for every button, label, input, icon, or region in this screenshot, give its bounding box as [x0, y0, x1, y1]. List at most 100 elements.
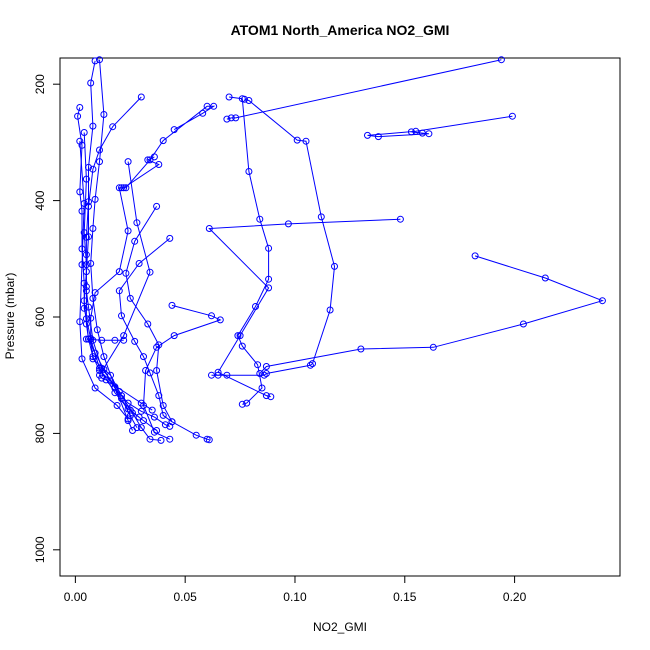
data-point: [159, 137, 167, 145]
x-axis-label: NO2_GMI: [313, 620, 367, 634]
data-point: [262, 363, 270, 370]
data-point: [82, 261, 90, 269]
data-point: [326, 306, 334, 314]
series-layer: [74, 56, 606, 444]
data-point: [284, 220, 292, 228]
data-point: [150, 428, 158, 436]
data-point: [309, 360, 316, 368]
data-point: [166, 435, 174, 443]
x-tick-label: 0.15: [393, 590, 417, 604]
data-point: [396, 215, 404, 223]
data-point: [144, 320, 152, 328]
data-point: [140, 417, 147, 425]
series-line: [77, 107, 162, 441]
data-point: [150, 153, 158, 161]
x-tick-label: 0.05: [173, 590, 197, 604]
data-point: [331, 262, 338, 270]
x-tick-label: 0.20: [503, 590, 527, 604]
data-point: [91, 384, 99, 392]
data-point: [238, 400, 246, 408]
data-point: [89, 353, 97, 361]
data-point: [265, 275, 273, 283]
data-point: [82, 315, 90, 323]
data-point: [98, 364, 106, 372]
data-point: [93, 326, 101, 334]
series-line: [98, 161, 153, 411]
data-point: [133, 219, 141, 227]
series-line: [367, 115, 513, 138]
data-point: [131, 337, 139, 345]
data-point: [357, 345, 365, 353]
series-line: [83, 132, 140, 418]
series-line: [125, 206, 210, 441]
data-point: [364, 131, 371, 139]
plot-frame: [59, 57, 621, 577]
data-point: [82, 335, 90, 343]
data-point: [168, 418, 176, 426]
data-point: [317, 213, 325, 221]
data-point: [146, 268, 154, 276]
x-axis: 0.00 0.05 0.10 0.15 0.20: [64, 575, 527, 604]
series-line: [211, 98, 336, 376]
data-point: [76, 318, 84, 326]
data-point: [260, 371, 268, 379]
profile-series: [364, 112, 516, 141]
data-point: [76, 137, 84, 145]
data-point: [258, 384, 266, 392]
data-point: [89, 294, 97, 302]
data-point: [89, 165, 97, 173]
data-point: [120, 184, 128, 192]
data-point: [265, 244, 273, 252]
data-point: [256, 370, 264, 377]
data-point: [146, 369, 154, 377]
data-point: [137, 424, 145, 432]
data-point: [161, 421, 169, 429]
data-point: [124, 227, 132, 235]
data-point: [155, 161, 163, 168]
data-point: [159, 402, 167, 409]
data-point: [170, 126, 178, 134]
data-point: [85, 303, 92, 311]
profile-series: [80, 93, 174, 430]
data-point: [111, 383, 119, 391]
data-point: [254, 361, 262, 369]
data-point: [111, 336, 119, 344]
profile-series: [118, 102, 218, 192]
data-point: [89, 225, 97, 232]
data-point: [146, 435, 154, 443]
data-point: [155, 392, 163, 400]
series-line: [259, 255, 604, 374]
data-point: [98, 374, 106, 382]
data-point: [124, 415, 132, 423]
data-point: [227, 114, 235, 122]
data-point: [137, 93, 145, 101]
data-point: [407, 128, 415, 136]
y-axis: 200 400 600 800 1000: [33, 74, 61, 563]
data-point: [78, 355, 86, 363]
profile-series: [225, 93, 273, 408]
series-line: [90, 156, 160, 431]
data-point: [107, 377, 114, 385]
data-point: [471, 252, 479, 260]
data-point: [115, 268, 123, 276]
data-point: [124, 158, 132, 166]
data-point: [89, 122, 97, 130]
data-point: [74, 112, 82, 120]
data-point: [541, 274, 549, 282]
data-point: [302, 137, 310, 145]
data-point: [157, 436, 165, 444]
data-point: [100, 353, 108, 361]
data-point: [203, 102, 211, 110]
data-point: [306, 361, 314, 369]
data-point: [412, 127, 420, 135]
data-point: [80, 229, 88, 237]
data-point: [82, 287, 90, 295]
y-tick-label: 200: [33, 74, 47, 94]
data-point: [140, 402, 147, 409]
profile-series: [76, 137, 132, 423]
data-point: [245, 97, 253, 104]
profile-series: [205, 215, 404, 401]
data-point: [96, 158, 103, 166]
data-point: [192, 431, 200, 439]
